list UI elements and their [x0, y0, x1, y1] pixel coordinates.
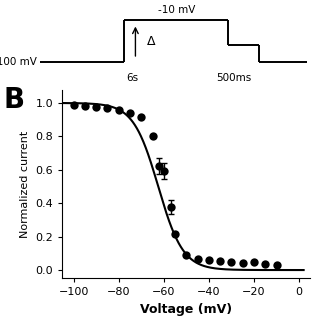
Point [82, 103, 87, 108]
Point [94, 104, 99, 109]
Point [157, 164, 162, 169]
Point [184, 252, 189, 258]
Point [274, 262, 279, 267]
Point [218, 259, 223, 264]
Point [252, 259, 257, 264]
Text: -100 mV: -100 mV [0, 57, 37, 68]
Text: -10 mV: -10 mV [157, 4, 195, 14]
Point [172, 232, 178, 237]
Text: B: B [3, 86, 24, 114]
Point [71, 103, 76, 108]
Y-axis label: Normalized current: Normalized current [20, 130, 30, 238]
Point [168, 204, 173, 209]
Text: 500ms: 500ms [216, 73, 252, 83]
Point [139, 115, 144, 120]
Text: Δ: Δ [147, 35, 155, 48]
Point [127, 110, 132, 116]
Point [263, 261, 268, 266]
Point [161, 168, 166, 173]
Point [116, 108, 121, 113]
X-axis label: Voltage (mV): Voltage (mV) [140, 303, 232, 316]
Point [195, 257, 200, 262]
Text: 6s: 6s [126, 73, 139, 83]
Point [240, 260, 245, 266]
Point [105, 105, 110, 110]
Point [150, 134, 155, 139]
Point [206, 258, 212, 263]
Point [229, 260, 234, 265]
